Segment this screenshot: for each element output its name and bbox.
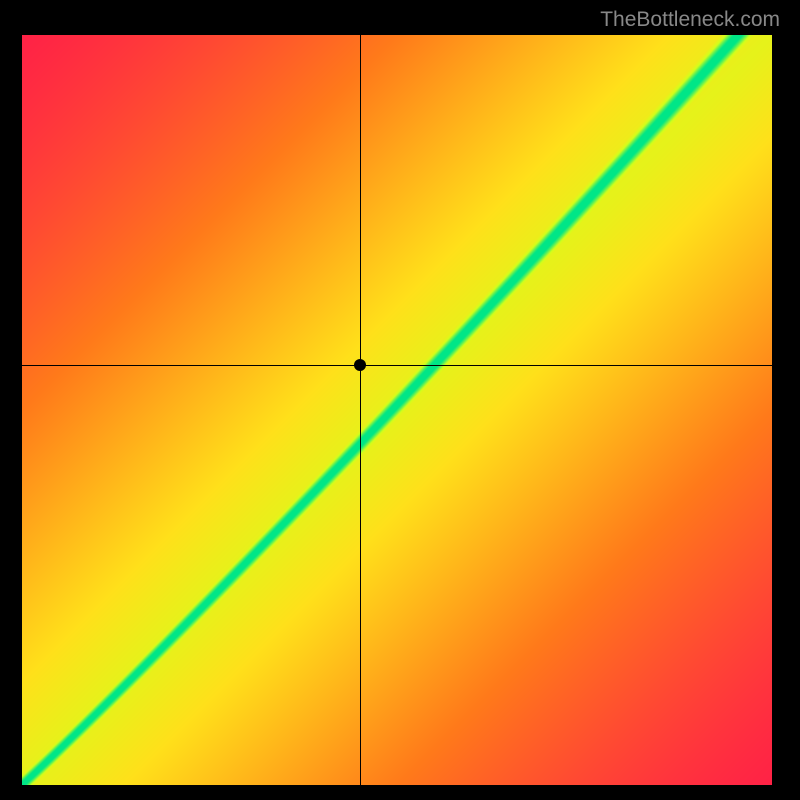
- data-point: [354, 359, 366, 371]
- crosshair-vertical: [360, 35, 361, 785]
- chart-area: [22, 35, 772, 785]
- chart-container: TheBottleneck.com: [0, 0, 800, 800]
- heatmap-canvas: [22, 35, 772, 785]
- watermark-text: TheBottleneck.com: [600, 8, 780, 32]
- crosshair-horizontal: [22, 365, 772, 366]
